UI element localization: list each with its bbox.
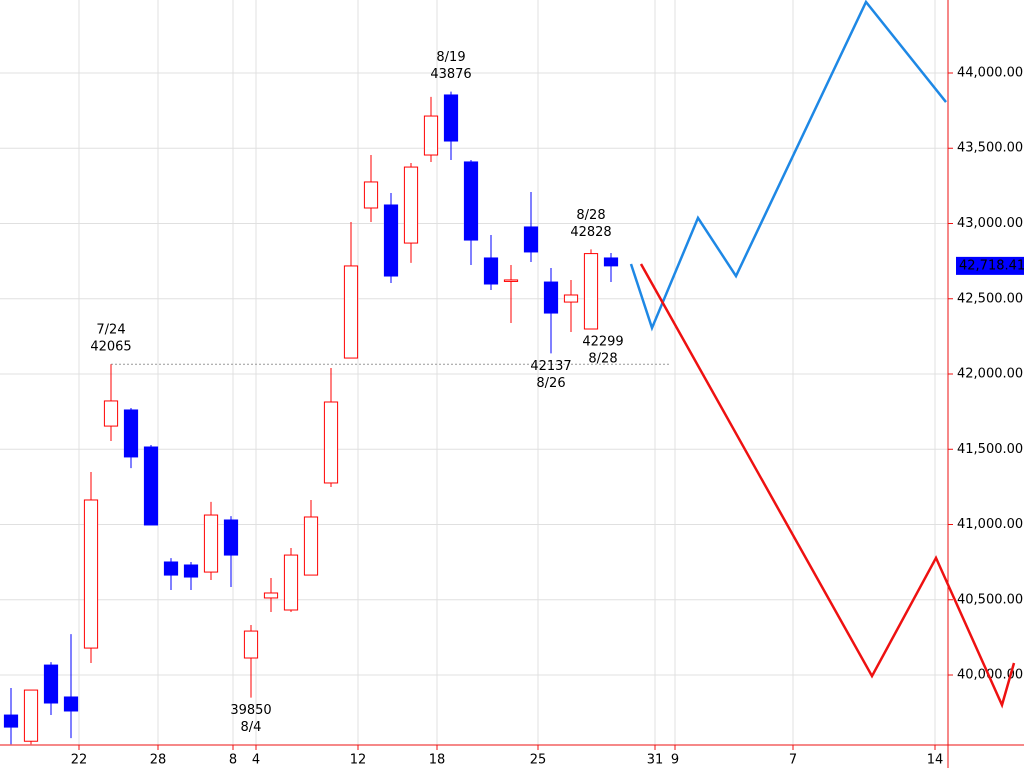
annotation: 8/4 xyxy=(241,720,262,735)
candle-body xyxy=(503,279,519,282)
candle-body xyxy=(383,204,399,277)
annotation: 7/24 xyxy=(96,323,125,338)
candle-body xyxy=(403,166,419,244)
x-tick-label: 28 xyxy=(150,753,167,768)
annotation: 8/26 xyxy=(536,376,565,391)
annotation: 43876 xyxy=(430,67,471,82)
x-tick-label: 9 xyxy=(671,753,679,768)
candle-body xyxy=(3,714,19,728)
candle-body xyxy=(163,561,179,576)
candle-body xyxy=(103,400,119,427)
x-tick-label: 18 xyxy=(429,753,446,768)
x-tick-label: 31 xyxy=(647,753,664,768)
candle-body xyxy=(183,564,199,578)
candle-body xyxy=(363,181,379,209)
current-price-label: 42,718.41 xyxy=(959,258,1024,273)
candle-body xyxy=(203,514,219,573)
candle-body xyxy=(543,281,559,314)
candle-body xyxy=(443,94,459,142)
annotation: 42828 xyxy=(570,225,611,240)
y-tick-label: 40,500.00 xyxy=(957,592,1023,607)
current-price-box xyxy=(956,256,1024,275)
forecast-line xyxy=(629,0,947,332)
candle-body xyxy=(303,516,319,576)
candle-body xyxy=(583,253,599,330)
candle-body xyxy=(123,409,139,458)
y-tick-label: 41,000.00 xyxy=(957,517,1023,532)
x-tick-label: 25 xyxy=(530,753,547,768)
candle-body xyxy=(263,592,279,599)
x-tick-label: 8 xyxy=(229,753,237,768)
annotation: 42065 xyxy=(90,340,131,355)
annotation: 39850 xyxy=(230,703,271,718)
y-tick-label: 44,000.00 xyxy=(957,65,1023,80)
y-tick-label: 40,000.00 xyxy=(957,668,1023,683)
y-tick-label: 43,500.00 xyxy=(957,141,1023,156)
candle-body xyxy=(523,226,539,253)
candle-body xyxy=(563,294,579,303)
candle-body xyxy=(283,554,299,611)
annotation: 8/28 xyxy=(576,208,605,223)
annotation: 42137 xyxy=(530,359,571,374)
y-tick-label: 41,500.00 xyxy=(957,442,1023,457)
candle-body xyxy=(43,664,59,704)
candle-body xyxy=(483,257,499,285)
x-tick-label: 4 xyxy=(252,753,260,768)
y-tick-label: 42,000.00 xyxy=(957,367,1023,382)
x-tick-label: 12 xyxy=(350,753,367,768)
candle-body xyxy=(63,696,79,712)
candle-body xyxy=(343,265,359,359)
forecast-line xyxy=(639,263,1016,709)
y-tick-label: 42,500.00 xyxy=(957,291,1023,306)
annotation: 8/28 xyxy=(588,352,617,367)
candle-body xyxy=(423,115,439,156)
candle-body xyxy=(83,499,99,649)
candle-body xyxy=(143,446,159,526)
annotation: 8/19 xyxy=(436,50,465,65)
x-tick-label: 7 xyxy=(789,753,797,768)
x-tick-label: 22 xyxy=(71,753,88,768)
x-tick-label: 14 xyxy=(927,753,944,768)
y-tick-label: 43,000.00 xyxy=(957,216,1023,231)
candle-body xyxy=(323,401,339,484)
candle-body xyxy=(223,519,239,556)
candle-body xyxy=(243,630,259,659)
candle-body xyxy=(23,689,39,742)
candle-body xyxy=(603,257,619,267)
candle-body xyxy=(463,161,479,241)
annotation: 42299 xyxy=(582,335,623,350)
